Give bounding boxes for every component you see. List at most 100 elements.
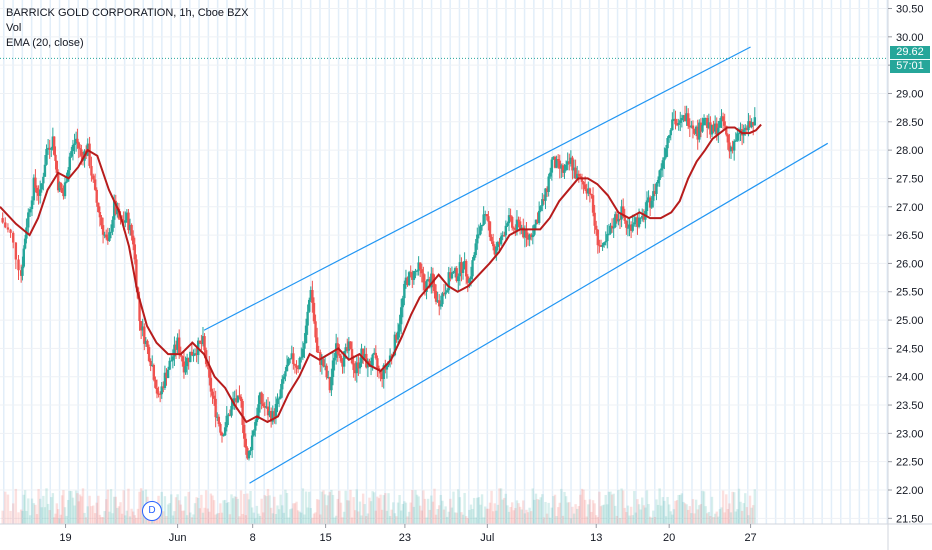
volume-bar [419, 505, 422, 524]
candle-body [572, 167, 576, 171]
session-band [58, 0, 61, 524]
candle-body [615, 214, 619, 222]
volume-bar [80, 496, 83, 524]
candle-body [301, 348, 305, 358]
candle-body [225, 415, 228, 428]
ema-indicator-label[interactable]: EMA (20, close) [6, 37, 84, 49]
candle-body [525, 229, 528, 238]
volume-bar [507, 511, 511, 524]
candle-body [439, 304, 443, 307]
volume-bar [197, 498, 200, 524]
session-band [142, 0, 144, 524]
candle-body [618, 218, 622, 220]
volume-bar [396, 502, 400, 524]
session-band [486, 0, 489, 524]
session-band [477, 0, 479, 524]
volume-bar [42, 495, 45, 524]
volume-bar [414, 490, 417, 524]
candle-body [114, 200, 117, 215]
volume-bar [395, 516, 398, 524]
volume-bar [667, 504, 671, 524]
volume-bar [385, 510, 389, 524]
candle-body [555, 159, 558, 168]
candle-body [666, 138, 669, 149]
chart-legend: BARRICK GOLD CORPORATION, 1h, Cboe BZX V… [6, 6, 248, 51]
candle-body [22, 248, 25, 267]
volume-bar [174, 497, 178, 524]
candle-body [682, 115, 685, 118]
time-axis[interactable]: 19 Jun 8 15 23 Jul 13 20 27 [0, 523, 932, 544]
candle-body [154, 379, 157, 388]
candle-body [330, 377, 333, 391]
volume-bar [723, 512, 726, 524]
candle-body [404, 277, 408, 284]
candle-body [331, 360, 335, 378]
volume-bar [384, 493, 387, 524]
volume-bar [495, 510, 498, 524]
candle-body [549, 172, 552, 177]
candle-body [623, 216, 626, 221]
candle-body [661, 160, 665, 169]
volume-bar [266, 488, 270, 524]
volume-bar [387, 493, 390, 524]
candle-body [233, 398, 236, 401]
volume-bar [377, 498, 381, 524]
volume-bar [369, 501, 373, 524]
candle-body [531, 234, 534, 238]
volume-bar [574, 504, 577, 524]
volume-bar [166, 504, 170, 524]
candle-body [726, 134, 730, 143]
volume-bar [677, 494, 680, 524]
candle-body [27, 212, 30, 228]
candle-body [561, 165, 565, 173]
volume-bar [83, 512, 86, 524]
dividend-marker[interactable]: D [142, 501, 162, 521]
volume-bar [17, 512, 20, 524]
volume-bar [660, 505, 663, 524]
candle-body [712, 124, 715, 132]
candle-body [279, 389, 282, 399]
channel-upper-line[interactable] [203, 46, 751, 331]
candle-body [642, 215, 645, 220]
volume-bar [518, 506, 522, 524]
price-tick-label: 24.50 [896, 343, 924, 355]
channel-lower-line[interactable] [249, 142, 829, 484]
candle-body [732, 141, 736, 151]
candle-body [536, 219, 539, 223]
volume-bar [753, 489, 756, 524]
time-tick-label: 19 [59, 532, 71, 544]
price-tick-label: 29.00 [896, 88, 924, 100]
time-tick-label: Jul [480, 532, 494, 544]
volume-bar [328, 492, 332, 524]
volume-bar [58, 517, 61, 524]
candle-body [428, 279, 431, 288]
volume-bar [338, 490, 341, 524]
candle-body [273, 411, 276, 418]
volume-bar [628, 515, 631, 524]
symbol-title[interactable]: BARRICK GOLD CORPORATION, 1h, Cboe BZX [6, 7, 249, 19]
price-axis[interactable]: 30.5030.0029.5029.0028.5028.0027.5027.00… [887, 0, 924, 550]
volume-indicator-label[interactable]: Vol [6, 22, 22, 34]
volume-bar [325, 505, 328, 524]
candle-body [322, 359, 325, 367]
volume-bar [577, 506, 580, 524]
session-band [588, 0, 591, 524]
volume-bar [526, 512, 530, 524]
volume-bar [404, 502, 408, 524]
candle-body [506, 223, 509, 226]
candle-body [498, 242, 501, 245]
session-band [747, 0, 749, 524]
volume-bar [209, 493, 213, 524]
volume-bar [284, 489, 287, 524]
volume-bar [88, 495, 91, 524]
candle-body [577, 173, 580, 177]
candle-body [346, 347, 349, 351]
candle-body [128, 224, 132, 231]
volume-bar [330, 489, 333, 524]
candle-body [633, 222, 636, 225]
ema-line [0, 123, 762, 424]
volume-bar [204, 490, 208, 524]
session-band [198, 0, 200, 524]
volume-bar [503, 497, 506, 524]
